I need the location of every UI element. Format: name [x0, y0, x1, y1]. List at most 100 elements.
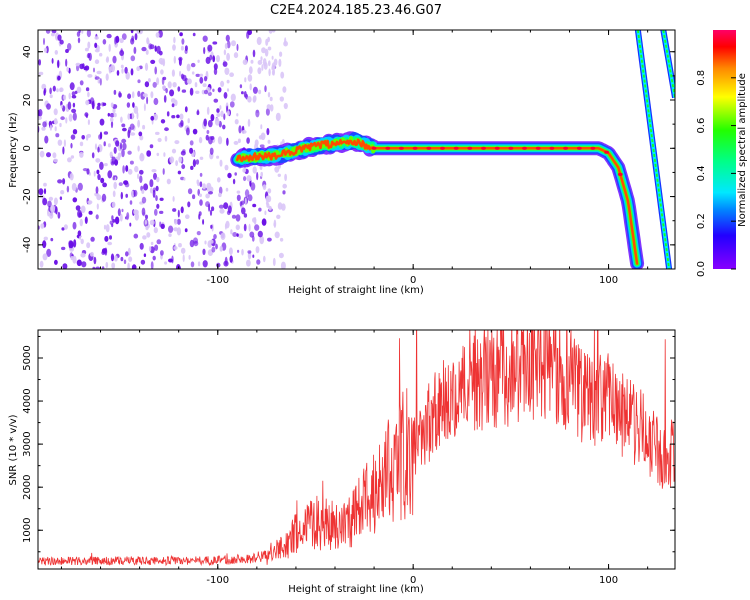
noise-speckle: [264, 210, 267, 216]
noise-speckle: [87, 41, 91, 49]
noise-speckle: [263, 255, 266, 263]
noise-speckle: [218, 204, 224, 209]
noise-speckle: [255, 246, 260, 254]
noise-speckle: [93, 170, 96, 177]
snr-x-axis-label: Height of straight line (km): [288, 584, 424, 595]
noise-speckle: [51, 30, 57, 34]
noise-speckle: [115, 140, 120, 147]
noise-speckle: [81, 261, 87, 268]
noise-speckle: [206, 182, 212, 190]
noise-speckle: [53, 158, 58, 163]
noise-speckle: [283, 102, 288, 110]
noise-speckle: [112, 55, 117, 64]
noise-speckle: [154, 208, 158, 216]
noise-speckle: [168, 233, 172, 238]
noise-speckle: [262, 184, 267, 191]
noise-speckle: [71, 183, 77, 191]
noise-speckle: [178, 57, 182, 66]
noise-speckle: [106, 33, 112, 39]
noise-speckle: [268, 68, 271, 77]
noise-speckle: [248, 223, 251, 232]
noise-speckle: [187, 201, 191, 208]
noise-speckle: [141, 196, 147, 204]
noise-speckle: [95, 186, 99, 194]
noise-speckle: [55, 133, 60, 138]
noise-speckle: [137, 119, 141, 128]
noise-speckle: [192, 194, 196, 200]
noise-speckle: [282, 183, 288, 189]
noise-speckle: [155, 195, 158, 202]
noise-speckle: [222, 61, 228, 67]
noise-speckle: [101, 248, 107, 254]
noise-speckle: [283, 40, 288, 47]
noise-speckle: [247, 118, 251, 127]
noise-speckle: [119, 142, 123, 150]
noise-speckle: [153, 97, 159, 106]
noise-speckle: [222, 124, 226, 130]
noise-speckle: [155, 131, 160, 135]
noise-speckle: [93, 256, 97, 265]
noise-speckle: [118, 92, 122, 98]
noise-speckle: [141, 46, 147, 52]
noise-speckle: [216, 262, 221, 268]
noise-speckle: [167, 81, 172, 89]
noise-speckle: [218, 192, 222, 198]
noise-speckle: [181, 164, 186, 170]
noise-speckle: [96, 169, 100, 175]
noise-speckle: [150, 59, 156, 64]
noise-speckle: [38, 116, 42, 120]
noise-speckle: [225, 34, 230, 42]
noise-speckle: [172, 196, 175, 202]
y-tick-label: 1000: [22, 518, 33, 543]
noise-speckle: [247, 74, 253, 82]
noise-speckle: [86, 30, 91, 38]
noise-speckle: [252, 49, 256, 58]
noise-speckle: [223, 202, 229, 210]
noise-speckle: [152, 81, 157, 88]
noise-speckle: [57, 59, 60, 69]
noise-speckle: [150, 91, 154, 99]
noise-speckle: [156, 77, 160, 86]
noise-speckle: [204, 240, 207, 245]
noise-speckle: [130, 55, 136, 62]
signal-peak: [481, 146, 486, 150]
noise-speckle: [199, 73, 204, 78]
noise-speckle: [254, 139, 259, 146]
noise-speckle: [95, 214, 99, 220]
snr-y-ticks: 1000 2000 3000 4000 5000: [22, 335, 675, 553]
noise-speckle: [127, 113, 131, 120]
noise-speckle: [276, 214, 281, 219]
noise-speckle: [284, 173, 287, 182]
noise-speckle: [94, 36, 99, 40]
noise-speckle: [119, 50, 125, 56]
noise-speckle: [177, 86, 181, 92]
noise-speckle: [212, 55, 216, 63]
noise-speckle: [235, 224, 240, 231]
noise-speckle: [202, 219, 205, 225]
noise-speckle: [142, 93, 148, 97]
noise-speckle: [241, 207, 246, 215]
noise-speckle: [138, 131, 143, 137]
noise-speckle: [101, 266, 105, 269]
noise-speckle: [65, 117, 68, 124]
noise-speckle: [164, 127, 169, 132]
noise-speckle: [269, 104, 274, 112]
spectrogram-marks: [38, 30, 675, 269]
noise-speckle: [130, 30, 134, 34]
noise-speckle: [216, 155, 220, 159]
noise-speckle: [259, 235, 265, 245]
noise-speckle: [96, 105, 101, 110]
noise-speckle: [199, 76, 204, 84]
noise-speckle: [212, 41, 218, 45]
signal-peak: [385, 146, 391, 150]
noise-speckle: [244, 77, 247, 83]
noise-speckle: [146, 37, 150, 45]
noise-speckle: [120, 64, 124, 69]
noise-speckle: [160, 250, 164, 256]
noise-speckle: [246, 175, 252, 182]
noise-speckle: [235, 214, 241, 222]
noise-speckle: [243, 91, 247, 98]
noise-speckle: [202, 260, 208, 268]
noise-speckle: [69, 173, 74, 181]
noise-speckle: [61, 227, 65, 231]
